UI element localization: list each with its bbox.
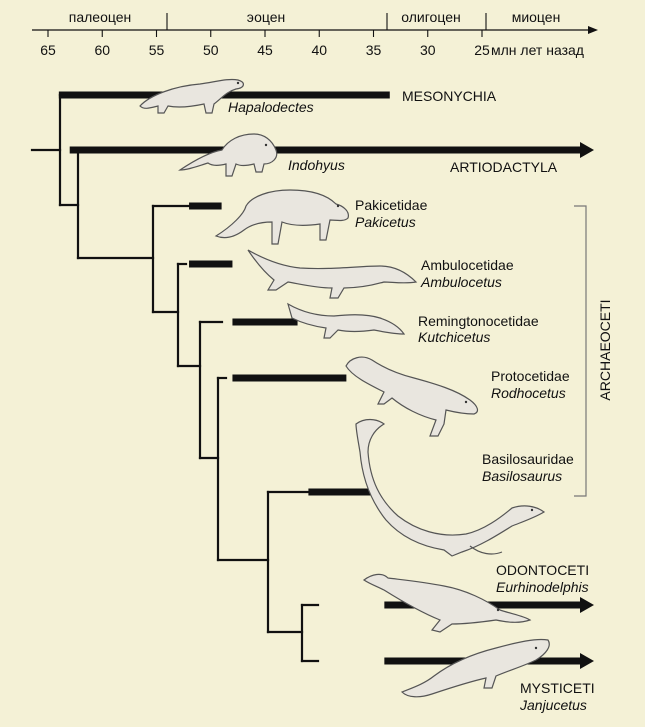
bracket-line	[574, 205, 587, 497]
label-pakicetidae: Pakicetidae	[355, 197, 428, 213]
range-bar-pakicetidae	[189, 202, 222, 210]
label-odontoceti: ODONTOCETI	[496, 562, 589, 578]
epoch-label-eocene: эоцен	[247, 9, 285, 25]
range-bar-ambulocetidae	[189, 260, 233, 268]
axis-arrow-icon	[588, 26, 598, 34]
range-bar-remingtonocetidae	[232, 318, 298, 326]
label-hapalodectes: Hapalodectes	[228, 99, 314, 115]
animal-illustrations	[139, 78, 550, 698]
label-remingtonocetidae: Remingtonocetidae	[418, 313, 539, 329]
tick-label-35: 35	[366, 42, 382, 58]
range-bar-basilosauridae	[308, 488, 374, 496]
label-indohyus: Indohyus	[288, 157, 345, 173]
hapalodectes-illustration	[139, 78, 244, 114]
range-arrow-odontoceti-icon	[580, 597, 594, 613]
indohyus-illustration	[178, 133, 278, 177]
label-protocetidae: Protocetidae	[491, 368, 570, 384]
label-rodhocetus: Rodhocetus	[491, 385, 566, 401]
tick-label-60: 60	[94, 42, 110, 58]
tick-label-65: 65	[40, 42, 56, 58]
axis-ticks: 65 60 55 50 45 40 35 30 25	[40, 30, 490, 58]
axis-unit-label: млн лет назад	[491, 42, 584, 58]
epoch-label-miocene: миоцен	[512, 9, 561, 25]
label-ambulocetus: Ambulocetus	[420, 274, 502, 290]
range-arrow-mysticeti-icon	[580, 653, 594, 669]
label-janjucetus: Janjucetus	[519, 697, 587, 713]
rodhocetus-illustration	[345, 356, 479, 437]
janjucetus-illustration	[400, 638, 550, 698]
pakicetus-illustration	[214, 189, 349, 245]
basilosaurus-illustration	[355, 418, 546, 557]
label-pakicetus: Pakicetus	[355, 214, 416, 230]
archaeoceti-bracket: ARCHAEOCETI	[574, 205, 613, 497]
tick-label-40: 40	[311, 42, 327, 58]
range-bar-protocetidae	[232, 374, 347, 382]
tick-label-55: 55	[149, 42, 165, 58]
eurhinodelphis-illustration	[362, 573, 532, 633]
tick-label-45: 45	[257, 42, 273, 58]
tick-label-50: 50	[203, 42, 219, 58]
label-basilosaurus: Basilosaurus	[482, 468, 562, 484]
label-basilosauridae: Basilosauridae	[482, 451, 574, 467]
ambulocetus-illustration	[247, 249, 418, 299]
tick-label-25: 25	[474, 42, 490, 58]
kutchicetus-illustration	[287, 302, 406, 339]
range-arrow-artiodactyla-icon	[580, 142, 594, 158]
time-axis: палеоцен эоцен олигоцен миоцен 65 60 55 50 4…	[32, 9, 598, 58]
taxon-labels: MESONYCHIA Hapalodectes ARTIODACTYLA Ind…	[228, 88, 595, 713]
label-kutchicetus: Kutchicetus	[418, 329, 490, 345]
label-eurhinodelphis: Eurhinodelphis	[496, 579, 589, 595]
tree-branches	[30, 93, 320, 663]
epoch-label-oligocene: олигоцен	[401, 9, 460, 25]
label-ambulocetidae: Ambulocetidae	[421, 257, 514, 273]
range-bar-artiodactyla	[69, 146, 580, 154]
label-mysticeti: MYSTICETI	[520, 680, 595, 696]
label-artiodactyla: ARTIODACTYLA	[450, 159, 558, 175]
tick-label-30: 30	[420, 42, 436, 58]
label-mesonychia: MESONYCHIA	[402, 88, 497, 104]
epoch-label-paleocene: палеоцен	[69, 9, 132, 25]
label-archaeoceti: ARCHAEOCETI	[597, 299, 613, 400]
